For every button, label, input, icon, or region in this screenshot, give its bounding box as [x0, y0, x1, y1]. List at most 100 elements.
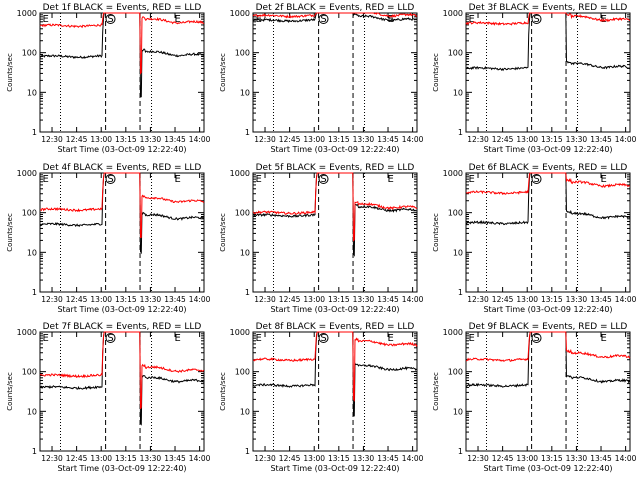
- series-line-lld: [252, 172, 417, 242]
- panel-title: Det 3f BLACK = Events, RED = LLD: [469, 3, 628, 13]
- y-axis-label: Counts/sec: [6, 213, 14, 252]
- y-tick-label: 10: [27, 88, 37, 97]
- y-axis-label: Counts/sec: [6, 372, 14, 411]
- panel-title: Det 2f BLACK = Events, RED = LLD: [256, 3, 415, 13]
- x-tick-label: 13:00: [516, 295, 538, 304]
- saa-marker: S: [107, 333, 113, 344]
- y-tick-label: 10: [240, 407, 250, 416]
- eclipse-marker: E: [42, 14, 48, 25]
- plot-frame: [252, 172, 418, 293]
- saa-marker: S: [107, 174, 113, 185]
- saa-marker-circle: [531, 14, 542, 24]
- y-tick-label: 1000: [230, 328, 250, 337]
- panel-1: Det 2f BLACK = Events, RED = LLD Counts/…: [219, 3, 424, 154]
- x-axis-label: Start Time (03-Oct-09 12:22:40): [270, 464, 399, 473]
- y-tick-label: 100: [22, 49, 37, 58]
- saa-marker: S: [320, 174, 326, 185]
- x-axis-label: Start Time (03-Oct-09 12:22:40): [483, 145, 612, 154]
- x-tick-label: 12:45: [492, 135, 514, 144]
- eclipse-marker: E: [468, 333, 474, 344]
- x-tick-label: 14:00: [189, 135, 211, 144]
- panel-title: Det 6f BLACK = Events, RED = LLD: [469, 163, 628, 173]
- x-tick-label: 12:30: [41, 295, 63, 304]
- y-tick-label: 10: [27, 407, 37, 416]
- x-tick-label: 12:45: [66, 295, 88, 304]
- y-axis-label: Counts/sec: [6, 53, 14, 92]
- x-tick-label: 13:45: [164, 454, 186, 463]
- x-tick-label: 12:45: [66, 135, 88, 144]
- y-tick-label: 10: [27, 248, 37, 257]
- panel-title: Det 4f BLACK = Events, RED = LLD: [43, 163, 202, 173]
- x-tick-label: 13:15: [541, 295, 563, 304]
- eclipse-marker: E: [387, 174, 393, 185]
- x-axis-label: Start Time (03-Oct-09 12:22:40): [270, 305, 399, 314]
- y-tick-label: 10: [240, 88, 250, 97]
- x-tick-label: 14:00: [402, 135, 424, 144]
- y-tick-label: 1: [245, 288, 250, 297]
- plot-frame: [252, 331, 418, 452]
- x-tick-label: 14:00: [189, 295, 211, 304]
- x-tick-label: 13:45: [377, 135, 399, 144]
- y-tick-label: 1: [458, 447, 463, 456]
- series-line-events: [252, 172, 417, 257]
- panel-7: Det 8f BLACK = Events, RED = LLD Counts/…: [219, 322, 424, 473]
- x-axis-label: Start Time (03-Oct-09 12:22:40): [483, 305, 612, 314]
- y-tick-label: 100: [235, 49, 250, 58]
- x-tick-label: 13:45: [590, 135, 612, 144]
- x-tick-label: 12:45: [279, 295, 301, 304]
- y-tick-label: 10: [240, 248, 250, 257]
- eclipse-marker: E: [255, 174, 261, 185]
- x-tick-label: 13:15: [328, 135, 350, 144]
- panel-3: Det 4f BLACK = Events, RED = LLD Counts/…: [6, 163, 211, 314]
- y-tick-label: 1: [32, 128, 37, 137]
- plot-frame: [465, 172, 631, 293]
- panel-title: Det 8f BLACK = Events, RED = LLD: [256, 322, 415, 332]
- y-tick-label: 1000: [443, 169, 463, 178]
- y-tick-label: 100: [448, 49, 463, 58]
- x-tick-label: 13:45: [164, 135, 186, 144]
- x-tick-label: 14:00: [402, 295, 424, 304]
- x-tick-label: 13:00: [516, 135, 538, 144]
- y-tick-label: 1: [245, 128, 250, 137]
- y-axis-label: Counts/sec: [432, 213, 440, 252]
- x-tick-label: 12:30: [467, 135, 489, 144]
- plot-frame: [39, 331, 205, 452]
- x-axis-label: Start Time (03-Oct-09 12:22:40): [57, 464, 186, 473]
- plot-frame: [465, 331, 631, 452]
- y-tick-label: 1000: [443, 9, 463, 18]
- y-tick-label: 100: [448, 209, 463, 218]
- panel-5: Det 6f BLACK = Events, RED = LLD Counts/…: [432, 163, 637, 314]
- y-axis-label: Counts/sec: [432, 53, 440, 92]
- y-tick-label: 1: [458, 128, 463, 137]
- y-tick-label: 10: [453, 407, 463, 416]
- y-tick-label: 1: [458, 288, 463, 297]
- y-tick-label: 100: [22, 209, 37, 218]
- x-tick-label: 13:15: [328, 454, 350, 463]
- series-line-lld: [39, 331, 205, 410]
- saa-marker: S: [533, 174, 539, 185]
- x-tick-label: 13:30: [566, 135, 588, 144]
- x-tick-label: 13:00: [303, 454, 325, 463]
- saa-marker-circle: [318, 14, 329, 24]
- eclipse-marker: E: [600, 333, 606, 344]
- saa-marker: S: [320, 333, 326, 344]
- x-tick-label: 12:45: [279, 454, 301, 463]
- y-tick-label: 1000: [17, 169, 37, 178]
- x-tick-label: 12:30: [254, 454, 276, 463]
- x-tick-label: 13:15: [115, 454, 137, 463]
- series-line-lld: [39, 172, 205, 239]
- x-tick-label: 13:15: [541, 135, 563, 144]
- y-tick-label: 100: [235, 209, 250, 218]
- x-tick-label: 12:30: [254, 135, 276, 144]
- panel-4: Det 5f BLACK = Events, RED = LLD Counts/…: [219, 163, 424, 314]
- panel-0: Det 1f BLACK = Events, RED = LLD Counts/…: [6, 3, 211, 154]
- x-tick-label: 14:00: [189, 454, 211, 463]
- eclipse-marker: E: [42, 174, 48, 185]
- x-tick-label: 12:45: [492, 295, 514, 304]
- x-tick-label: 13:30: [566, 295, 588, 304]
- eclipse-marker: E: [468, 14, 474, 25]
- x-tick-label: 13:45: [590, 454, 612, 463]
- eclipse-marker: E: [387, 14, 393, 25]
- x-tick-label: 14:00: [402, 454, 424, 463]
